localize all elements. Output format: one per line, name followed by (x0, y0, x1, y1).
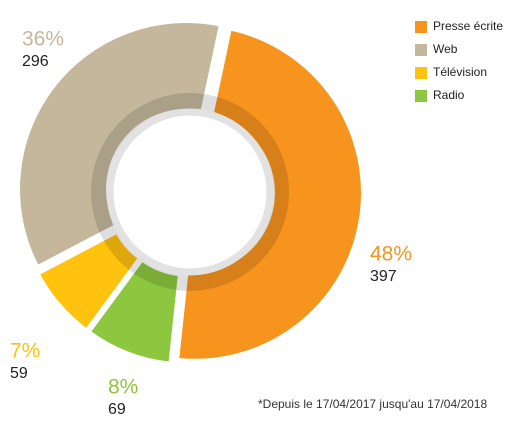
legend-swatch (415, 44, 427, 56)
inner-hole (106, 108, 274, 276)
percent-label: 7% (10, 340, 40, 363)
legend-label: Radio (433, 88, 465, 102)
legend-label: Web (433, 42, 458, 56)
value-label: 69 (108, 401, 126, 418)
percent-label: 48% (370, 243, 412, 266)
value-label: 397 (370, 268, 397, 285)
legend-swatch (415, 21, 427, 33)
percent-label: 8% (108, 376, 138, 399)
legend-swatch (415, 67, 427, 79)
legend-label: Télévision (433, 65, 487, 79)
footnote: *Depuis le 17/04/2017 jusqu'au 17/04/201… (258, 397, 487, 411)
percent-label: 36% (22, 28, 64, 51)
legend-swatch (415, 90, 427, 102)
legend-label: Presse écrite (433, 19, 503, 33)
value-label: 296 (22, 53, 49, 70)
value-label: 59 (10, 365, 28, 382)
inner-shadow (91, 93, 289, 291)
